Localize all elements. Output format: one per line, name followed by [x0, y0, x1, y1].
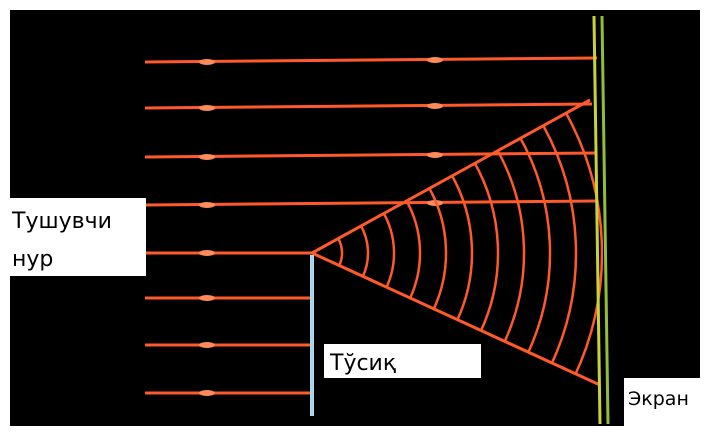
screen-line [592, 15, 602, 425]
ray-arrow [427, 57, 443, 63]
ray-arrow [199, 59, 215, 65]
wavefront [336, 237, 344, 267]
ray-arrow [199, 250, 215, 256]
wavefront [540, 121, 578, 366]
ray-arrow [199, 105, 215, 111]
incident-rays [144, 56, 598, 396]
wavefront [472, 159, 500, 333]
screen-label: Экран [628, 388, 689, 410]
ray [144, 151, 597, 159]
wedge-edge-top [311, 98, 591, 255]
wavefront [494, 147, 526, 344]
ray-arrow [199, 295, 215, 301]
wedge-edge-bottom [311, 251, 601, 387]
incident-ray-label: Тушувчи [11, 209, 112, 234]
wavefront [382, 211, 396, 289]
screen-line [600, 15, 610, 425]
wavefront [359, 224, 370, 278]
ray-arrow [427, 103, 443, 109]
wavefront [449, 172, 474, 322]
incident-ray-label: нур [12, 247, 53, 272]
ray-arrow [199, 390, 215, 396]
wavefront [427, 185, 448, 311]
wavefront [517, 134, 552, 355]
label-box [624, 378, 706, 436]
label-box [324, 344, 481, 378]
ray-arrow [427, 152, 443, 158]
ray-arrow [199, 202, 215, 208]
wavefront [404, 198, 422, 300]
wavefront [562, 108, 604, 378]
barrier-label: Тўсиқ [329, 351, 396, 376]
ray [144, 199, 598, 207]
label-box [10, 198, 146, 276]
ray-arrow [427, 200, 443, 206]
ray [144, 102, 593, 110]
ray-arrow [199, 342, 215, 348]
ray-arrow [199, 154, 215, 160]
ray [144, 56, 598, 64]
wavefronts [336, 108, 604, 378]
